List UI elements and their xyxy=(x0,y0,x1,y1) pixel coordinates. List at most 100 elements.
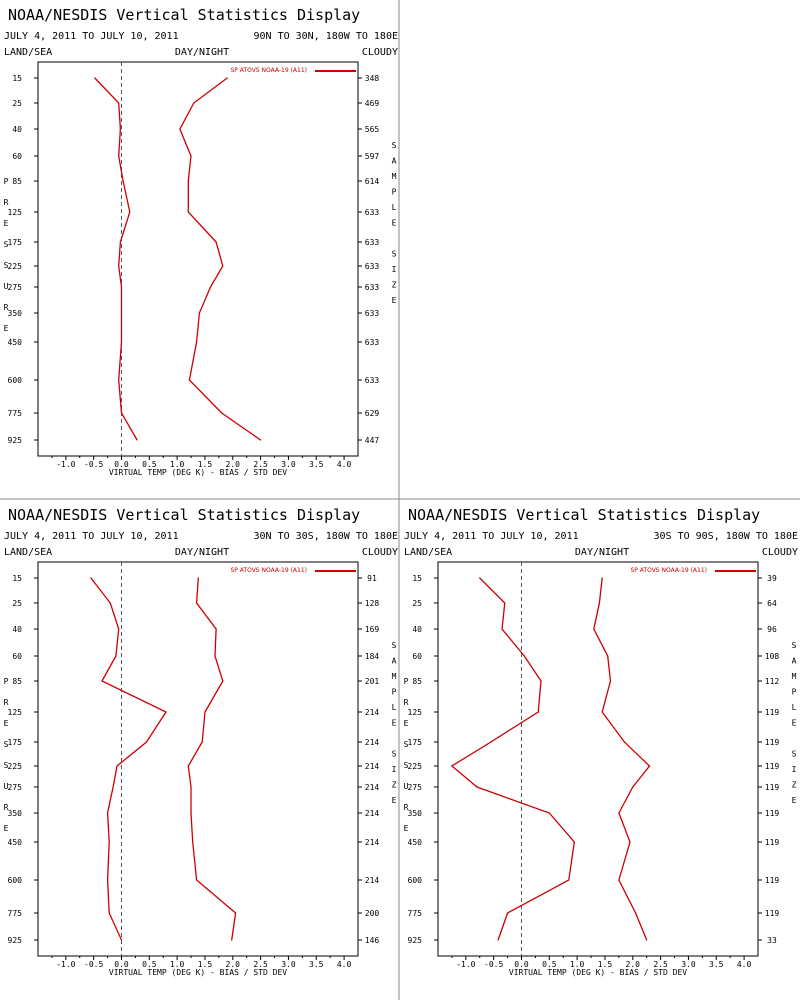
header-day-night: DAY/NIGHT xyxy=(575,547,629,558)
region-label: 30N TO 30S, 180W TO 180E xyxy=(254,531,399,542)
bias-point xyxy=(119,128,121,130)
pressure-level-label: 15 xyxy=(12,574,22,583)
std-dev-point xyxy=(190,155,192,157)
pressure-level-label: 350 xyxy=(408,809,423,818)
std-dev-point xyxy=(193,102,195,104)
series-line-bias xyxy=(90,577,167,941)
pressure-level-label: 275 xyxy=(8,283,23,292)
plot-frame xyxy=(37,61,359,457)
std-dev-point xyxy=(618,879,620,881)
svg-text:E: E xyxy=(792,796,797,805)
svg-text:E: E xyxy=(404,719,409,728)
bias-point xyxy=(112,786,114,788)
pressure-level-label: 25 xyxy=(12,599,22,608)
svg-text:P: P xyxy=(792,688,797,697)
pressure-level-label: 350 xyxy=(8,809,23,818)
sample-size-label: 633 xyxy=(365,309,380,318)
bias-point xyxy=(115,655,117,657)
pressure-level-label: 450 xyxy=(8,338,23,347)
sample-size-label: 348 xyxy=(365,74,380,83)
pressure-level-label: 450 xyxy=(408,838,423,847)
svg-text:E: E xyxy=(392,219,397,228)
bias-point xyxy=(120,341,123,343)
std-dev-point xyxy=(598,602,600,604)
pressure-level-label: 925 xyxy=(408,936,423,945)
bias-point xyxy=(120,939,123,941)
sample-size-label: 64 xyxy=(767,599,777,608)
y-axis-label-pressure: P R E S S U R E xyxy=(4,677,9,833)
legend-label: SP ATOVS NOAA-19 (A11) xyxy=(230,67,307,74)
region-label: 30S TO 90S, 180W TO 180E xyxy=(654,531,799,542)
x-tick-label: 1.0 xyxy=(170,960,185,969)
std-dev-point xyxy=(635,912,637,914)
bias-point xyxy=(573,841,575,843)
pressure-level-label: 925 xyxy=(8,936,23,945)
pressure-level-label: 125 xyxy=(8,208,23,217)
bias-point xyxy=(490,741,492,743)
pressure-level-label: 25 xyxy=(412,599,422,608)
sample-size-label: 214 xyxy=(365,783,380,792)
x-tick-label: 2.0 xyxy=(626,960,641,969)
bias-point xyxy=(119,241,121,243)
x-tick-label: -0.5 xyxy=(84,460,103,469)
pressure-level-label: 175 xyxy=(408,738,423,747)
header-day-night: DAY/NIGHT xyxy=(175,47,229,58)
std-dev-point xyxy=(623,741,625,743)
x-tick-label: -1.0 xyxy=(456,960,475,969)
svg-text:S: S xyxy=(404,761,409,770)
pressure-level-label: 225 xyxy=(8,262,23,271)
bias-point xyxy=(120,412,123,414)
pressure-level-label: 225 xyxy=(8,762,23,771)
sample-size-label: 633 xyxy=(365,208,380,217)
bias-point xyxy=(120,286,123,288)
bias-point xyxy=(136,439,138,441)
sample-size-label: 108 xyxy=(765,652,780,661)
sample-size-label: 469 xyxy=(365,99,380,108)
std-dev-point xyxy=(260,439,262,441)
x-tick-label: 3.0 xyxy=(281,460,296,469)
series-line-std-dev xyxy=(187,577,237,941)
header-cloudy: CLOUDY xyxy=(762,547,798,558)
svg-text:Z: Z xyxy=(792,781,797,790)
svg-text:I: I xyxy=(392,265,397,274)
pressure-level-label: 60 xyxy=(12,652,22,661)
pressure-level-label: 925 xyxy=(8,436,23,445)
svg-text:E: E xyxy=(404,824,409,833)
x-tick-label: -0.5 xyxy=(484,960,503,969)
header-land-sea: LAND/SEA xyxy=(4,547,52,558)
sample-size-label: 128 xyxy=(365,599,380,608)
chart-title: NOAA/NESDIS Vertical Statistics Display xyxy=(8,506,360,524)
x-tick-label: 4.0 xyxy=(337,960,352,969)
pressure-level-label: 40 xyxy=(412,625,422,634)
svg-text:M: M xyxy=(792,672,797,681)
svg-text:S: S xyxy=(792,750,797,759)
pressure-level-label: 40 xyxy=(12,125,22,134)
svg-text:S: S xyxy=(392,141,397,150)
bias-point xyxy=(145,741,148,743)
y-axis-label-pressure: P R E S S U R E xyxy=(404,677,409,833)
svg-text:E: E xyxy=(392,796,397,805)
pressure-level-label: 175 xyxy=(8,738,23,747)
sample-size-label: 214 xyxy=(365,838,380,847)
svg-text:E: E xyxy=(4,824,9,833)
svg-text:P: P xyxy=(4,177,9,186)
pressure-level-label: 775 xyxy=(408,909,423,918)
std-dev-point xyxy=(226,77,228,79)
std-dev-point xyxy=(646,939,648,941)
pressure-level-label: 600 xyxy=(8,376,23,385)
std-dev-point xyxy=(215,628,217,630)
sample-size-label: 597 xyxy=(365,152,380,161)
std-dev-point xyxy=(601,577,603,579)
svg-text:R: R xyxy=(404,698,409,707)
svg-text:U: U xyxy=(4,282,9,291)
svg-text:P: P xyxy=(392,688,397,697)
svg-text:R: R xyxy=(4,198,9,207)
x-tick-label: 0.5 xyxy=(142,460,157,469)
bias-point xyxy=(109,602,111,604)
x-tick-label: 0.5 xyxy=(142,960,157,969)
x-tick-label: 1.5 xyxy=(198,960,213,969)
pressure-level-label: 350 xyxy=(8,309,23,318)
std-dev-point xyxy=(196,602,198,604)
